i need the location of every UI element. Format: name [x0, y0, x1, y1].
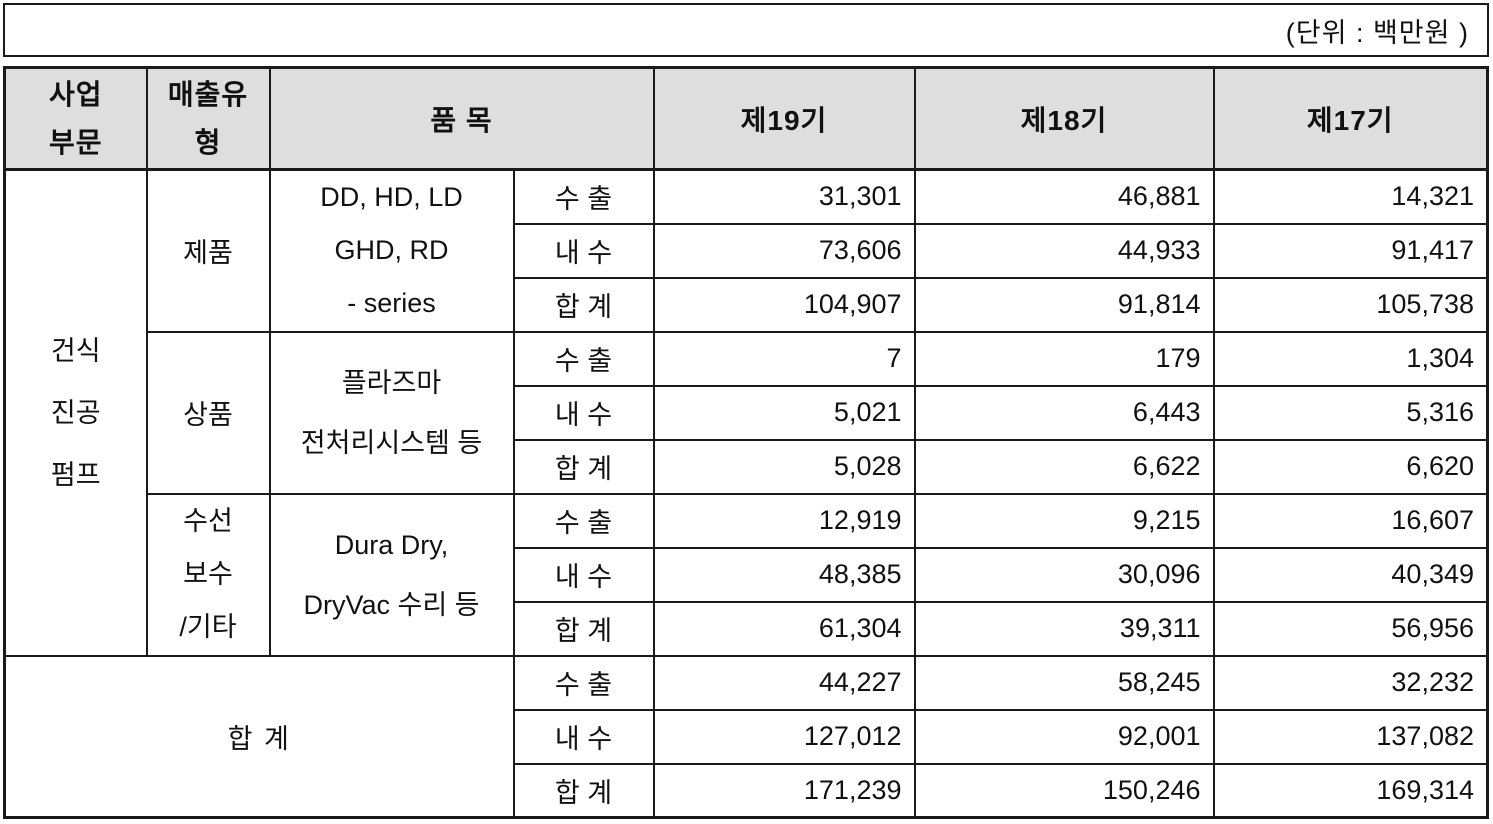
value-cell: 92,001 [913, 708, 1215, 765]
table-row: 내 수 5,021 6,443 5,316 [5, 384, 1489, 441]
item-cell: 플라즈마 전처리시스템 등 [268, 330, 515, 495]
header-period-17: 제17기 [1212, 66, 1489, 171]
value-cell: 169,314 [1212, 762, 1489, 819]
table-row: 수선 보수 /기타 Dura Dry, DryVac 수리 등 수 출 12,9… [5, 492, 1489, 657]
header-row: 사업 부문 매출유 형 품 목 제19기 제18기 제17기 [3, 66, 1489, 171]
row-label-cell: 수 출 [512, 654, 655, 711]
value-cell: 39,311 [913, 600, 1215, 657]
value-cell: 58,245 [913, 654, 1215, 711]
value-cell: 73,606 [652, 222, 916, 279]
item-cell: DD, HD, LD GHD, RD - series [268, 168, 515, 333]
value-cell: 6,443 [913, 384, 1215, 441]
value-cell: 56,956 [1212, 600, 1489, 657]
row-label-cell: 내 수 [512, 546, 655, 603]
table-row: 합 계 수 출 44,227 58,245 32,232 [3, 654, 1489, 819]
value-cell: 30,096 [913, 546, 1215, 603]
header-period-19: 제19기 [652, 66, 916, 171]
table-row: 합 계 61,304 39,311 56,956 [5, 600, 1489, 657]
header-period-18: 제18기 [913, 66, 1215, 171]
value-cell: 61,304 [652, 600, 916, 657]
sales-type-cell: 제품 [145, 168, 271, 333]
row-label-cell: 내 수 [512, 708, 655, 765]
table-row: 건식 진공 펌프 제품 DD, HD, LD GHD, RD - series … [3, 168, 1489, 657]
header-item: 품 목 [268, 66, 655, 171]
value-cell: 91,814 [913, 276, 1215, 333]
value-cell: 31,301 [652, 168, 916, 225]
grand-total-cell: 합 계 [3, 654, 515, 819]
row-label-cell: 수 출 [512, 330, 655, 387]
value-cell: 32,232 [1212, 654, 1489, 711]
table-row: 내 수 73,606 44,933 91,417 [5, 222, 1489, 279]
row-label-cell: 내 수 [512, 222, 655, 279]
row-label-cell: 합 계 [512, 276, 655, 333]
value-cell: 5,028 [652, 438, 916, 495]
value-cell: 1,304 [1212, 330, 1489, 387]
row-label-cell: 합 계 [512, 600, 655, 657]
value-cell: 127,012 [652, 708, 916, 765]
header-segment: 사업 부문 [3, 66, 148, 171]
table-row: 상품 플라즈마 전처리시스템 등 수 출 7 179 1,304 [5, 330, 1489, 495]
unit-note-box: (단위 : 백만원 ) [3, 3, 1489, 57]
sales-by-segment-table: 사업 부문 매출유 형 품 목 제19기 제18기 제17기 건식 진공 펌프 [3, 66, 1489, 819]
value-cell: 9,215 [913, 492, 1215, 549]
sales-type-cell: 상품 [145, 330, 271, 495]
value-cell: 6,622 [913, 438, 1215, 495]
value-cell: 91,417 [1212, 222, 1489, 279]
header-sales-type: 매출유 형 [145, 66, 271, 171]
value-cell: 12,919 [652, 492, 916, 549]
row-label-cell: 합 계 [512, 438, 655, 495]
value-cell: 40,349 [1212, 546, 1489, 603]
row-label-cell: 수 출 [512, 168, 655, 225]
value-cell: 5,021 [652, 384, 916, 441]
value-cell: 44,933 [913, 222, 1215, 279]
segment-cell: 건식 진공 펌프 [3, 168, 148, 657]
row-label-cell: 수 출 [512, 492, 655, 549]
table-row: 내 수 127,012 92,001 137,082 [5, 708, 1489, 765]
value-cell: 137,082 [1212, 708, 1489, 765]
value-cell: 105,738 [1212, 276, 1489, 333]
value-cell: 5,316 [1212, 384, 1489, 441]
table-row: 합 계 104,907 91,814 105,738 [5, 276, 1489, 333]
table-row: 합 계 5,028 6,622 6,620 [5, 438, 1489, 495]
row-label-cell: 내 수 [512, 384, 655, 441]
value-cell: 6,620 [1212, 438, 1489, 495]
value-cell: 104,907 [652, 276, 916, 333]
value-cell: 7 [652, 330, 916, 387]
value-cell: 16,607 [1212, 492, 1489, 549]
sales-type-cell: 수선 보수 /기타 [145, 492, 271, 657]
row-label-cell: 합 계 [512, 762, 655, 819]
table-row: 내 수 48,385 30,096 40,349 [5, 546, 1489, 603]
table-row: 합 계 171,239 150,246 169,314 [5, 762, 1489, 819]
value-cell: 150,246 [913, 762, 1215, 819]
value-cell: 48,385 [652, 546, 916, 603]
item-cell: Dura Dry, DryVac 수리 등 [268, 492, 515, 657]
value-cell: 46,881 [913, 168, 1215, 225]
unit-note: (단위 : 백만원 ) [1285, 17, 1469, 48]
value-cell: 171,239 [652, 762, 916, 819]
value-cell: 44,227 [652, 654, 916, 711]
value-cell: 14,321 [1212, 168, 1489, 225]
value-cell: 179 [913, 330, 1215, 387]
